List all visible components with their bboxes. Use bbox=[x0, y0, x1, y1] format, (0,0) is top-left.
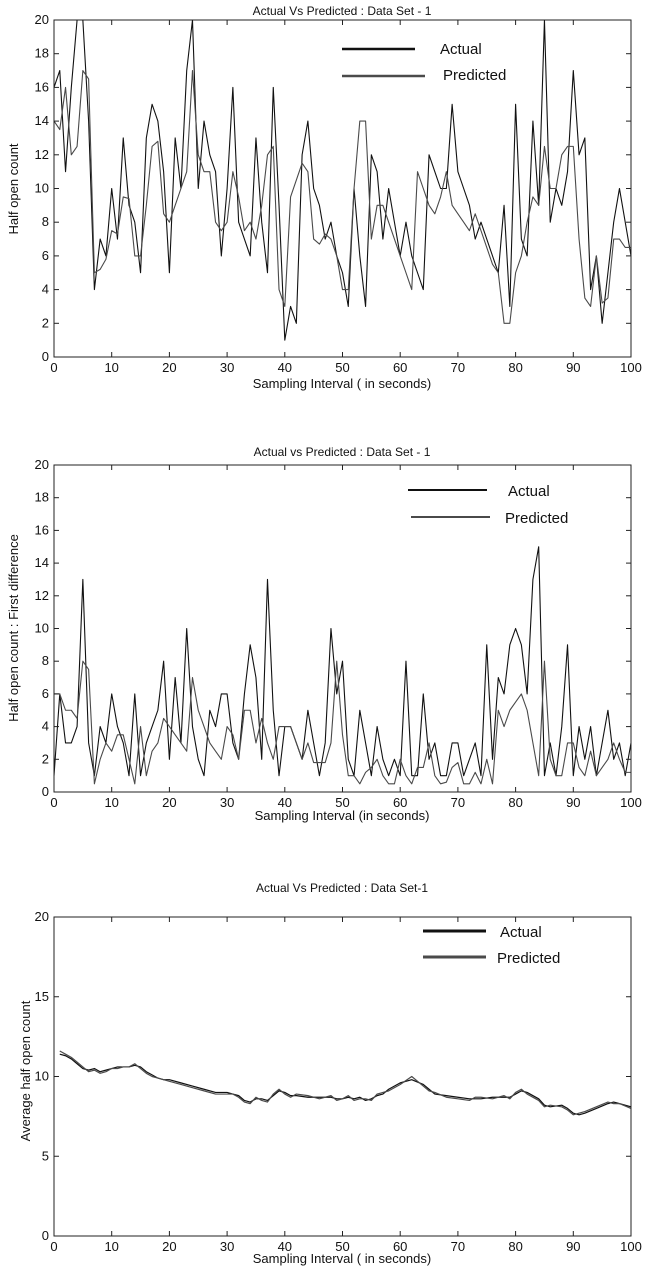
x-tick-label: 0 bbox=[50, 360, 57, 375]
series-line-predicted bbox=[53, 70, 631, 324]
plot-area bbox=[59, 1050, 632, 1116]
x-tick-label: 30 bbox=[220, 795, 234, 810]
x-tick-label: 80 bbox=[508, 795, 522, 810]
series-line-predicted bbox=[59, 1050, 632, 1116]
x-tick-label: 50 bbox=[335, 360, 349, 375]
chart-title: Actual Vs Predicted : Data Set-1 bbox=[256, 881, 428, 895]
legend-label-actual: Actual bbox=[508, 483, 550, 500]
series-line-actual bbox=[53, 546, 632, 777]
x-tick-label: 10 bbox=[104, 795, 118, 810]
legend: Actual Predicted bbox=[408, 483, 568, 527]
x-axis-title: Sampling Interval (in seconds) bbox=[255, 808, 430, 823]
x-tick-label: 80 bbox=[508, 360, 522, 375]
x-tick-label: 0 bbox=[50, 1239, 57, 1254]
chart-title: Actual Vs Predicted : Data Set - 1 bbox=[253, 4, 432, 18]
legend-label-predicted: Predicted bbox=[497, 950, 560, 967]
y-tick-label: 16 bbox=[35, 79, 49, 94]
x-tick-label: 40 bbox=[278, 795, 292, 810]
chart-panel-2: Actual vs Predicted : Data Set - 1 Sampl… bbox=[0, 430, 645, 830]
plot-area bbox=[53, 546, 632, 785]
y-tick-label: 0 bbox=[42, 784, 49, 799]
y-axis-title: Half open count bbox=[6, 143, 21, 234]
y-axis-title: Half open count : First difference bbox=[6, 534, 21, 722]
x-tick-label: 90 bbox=[566, 795, 580, 810]
x-tick-label: 50 bbox=[335, 795, 349, 810]
legend-label-predicted: Predicted bbox=[505, 510, 568, 527]
x-tick-label: 30 bbox=[220, 1239, 234, 1254]
x-axis-title: Sampling Interval ( in seconds) bbox=[253, 376, 431, 391]
x-tick-label: 60 bbox=[393, 360, 407, 375]
x-tick-label: 80 bbox=[508, 1239, 522, 1254]
y-tick-label: 14 bbox=[35, 113, 49, 128]
legend: Actual Predicted bbox=[342, 41, 506, 84]
y-tick-label: 20 bbox=[35, 909, 49, 924]
y-tick-label: 8 bbox=[42, 653, 49, 668]
legend-label-actual: Actual bbox=[500, 924, 542, 941]
x-tick-label: 70 bbox=[451, 360, 465, 375]
y-tick-label: 12 bbox=[35, 588, 49, 603]
y-tick-label: 15 bbox=[35, 989, 49, 1004]
y-tick-label: 10 bbox=[35, 1069, 49, 1084]
y-axis-title: Average half open count bbox=[18, 1000, 33, 1141]
legend-label-actual: Actual bbox=[440, 41, 482, 58]
y-tick-label: 18 bbox=[35, 490, 49, 505]
y-tick-label: 18 bbox=[35, 46, 49, 61]
chart-svg-1: Actual Vs Predicted : Data Set - 1 Sampl… bbox=[6, 4, 642, 391]
y-tick-label: 16 bbox=[35, 522, 49, 537]
y-tick-label: 0 bbox=[42, 1228, 49, 1243]
x-tick-label: 60 bbox=[393, 795, 407, 810]
legend-label-predicted: Predicted bbox=[443, 67, 506, 84]
x-tick-label: 20 bbox=[162, 360, 176, 375]
y-tick-label: 2 bbox=[42, 315, 49, 330]
x-tick-label: 90 bbox=[566, 360, 580, 375]
chart-svg-2: Actual vs Predicted : Data Set - 1 Sampl… bbox=[6, 445, 642, 823]
y-tick-label: 10 bbox=[35, 621, 49, 636]
x-tick-label: 60 bbox=[393, 1239, 407, 1254]
y-tick-label: 4 bbox=[42, 719, 49, 734]
x-tick-label: 0 bbox=[50, 795, 57, 810]
x-tick-label: 100 bbox=[620, 360, 642, 375]
x-tick-label: 70 bbox=[451, 1239, 465, 1254]
y-tick-label: 14 bbox=[35, 555, 49, 570]
x-tick-label: 20 bbox=[162, 795, 176, 810]
y-tick-label: 12 bbox=[35, 147, 49, 162]
y-tick-label: 5 bbox=[42, 1148, 49, 1163]
plot-frame bbox=[53, 19, 632, 358]
y-tick-label: 20 bbox=[35, 12, 49, 27]
x-tick-label: 10 bbox=[104, 360, 118, 375]
y-tick-label: 6 bbox=[42, 686, 49, 701]
y-tick-label: 8 bbox=[42, 214, 49, 229]
y-tick-label: 6 bbox=[42, 248, 49, 263]
chart-svg-3: Actual Vs Predicted : Data Set-1 Samplin… bbox=[18, 881, 642, 1266]
chart-title: Actual vs Predicted : Data Set - 1 bbox=[254, 445, 431, 459]
x-axis-title: Sampling Interval ( in seconds) bbox=[253, 1251, 431, 1266]
x-tick-label: 100 bbox=[620, 1239, 642, 1254]
y-tick-label: 2 bbox=[42, 751, 49, 766]
series-line-actual bbox=[53, 19, 632, 341]
y-tick-label: 20 bbox=[35, 457, 49, 472]
legend: Actual Predicted bbox=[423, 924, 560, 967]
y-tick-label: 4 bbox=[42, 282, 49, 297]
x-tick-label: 20 bbox=[162, 1239, 176, 1254]
y-tick-label: 10 bbox=[35, 181, 49, 196]
x-tick-label: 50 bbox=[335, 1239, 349, 1254]
x-tick-label: 70 bbox=[451, 795, 465, 810]
x-tick-label: 40 bbox=[278, 1239, 292, 1254]
series-line-predicted bbox=[54, 660, 631, 785]
chart-panel-1: Actual Vs Predicted : Data Set - 1 Sampl… bbox=[0, 0, 645, 400]
x-tick-label: 40 bbox=[278, 360, 292, 375]
x-tick-label: 90 bbox=[566, 1239, 580, 1254]
y-tick-label: 0 bbox=[42, 349, 49, 364]
series-line-actual bbox=[59, 1053, 632, 1116]
chart-panel-3: Actual Vs Predicted : Data Set-1 Samplin… bbox=[0, 860, 645, 1271]
x-tick-label: 30 bbox=[220, 360, 234, 375]
x-tick-label: 100 bbox=[620, 795, 642, 810]
plot-area bbox=[53, 19, 632, 341]
x-tick-label: 10 bbox=[104, 1239, 118, 1254]
